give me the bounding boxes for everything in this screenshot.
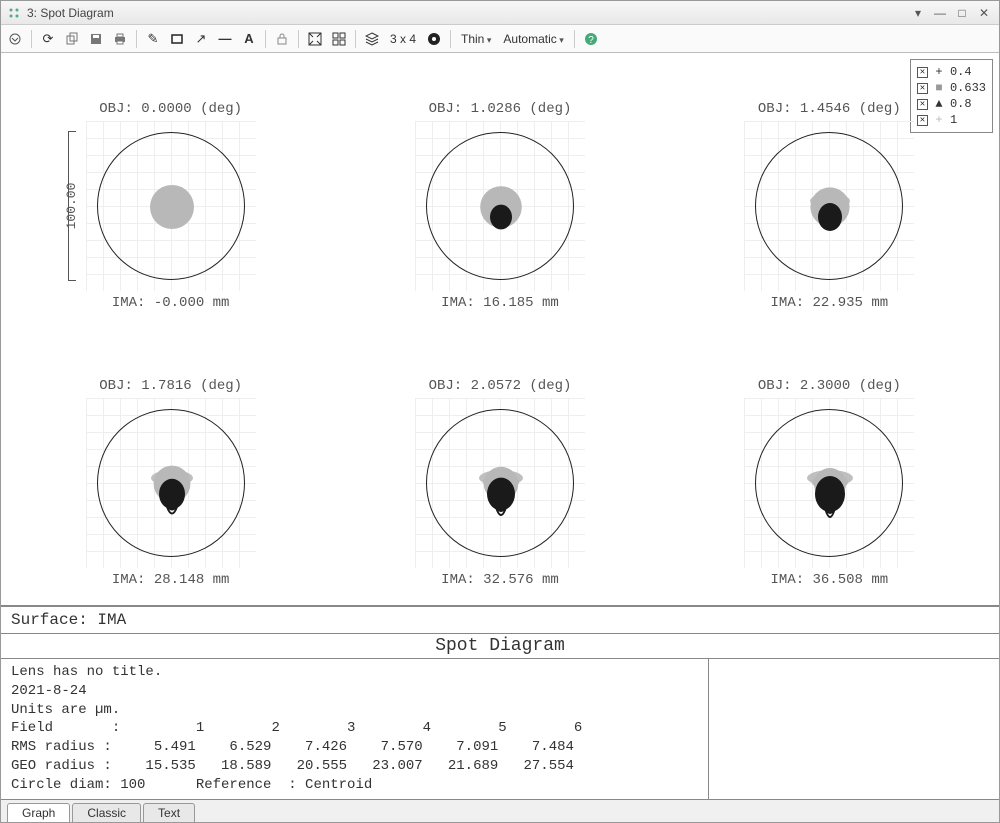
legend-symbol-plus: + — [934, 64, 944, 80]
legend-item[interactable]: ✕ + 0.4 — [917, 64, 986, 80]
legend-item[interactable]: ✕ ■ 0.633 — [917, 80, 986, 96]
minimize-button[interactable]: — — [931, 5, 949, 21]
tab-graph[interactable]: Graph — [7, 803, 70, 822]
toolbar: ⟳ ✎ ↗ — A 3 x 4 — [1, 25, 999, 53]
obj-label: OBJ: 1.7816 (deg) — [99, 378, 242, 394]
text-icon[interactable]: A — [239, 29, 259, 49]
grid-icon[interactable] — [329, 29, 349, 49]
airy-circle — [97, 409, 245, 557]
svg-text:?: ? — [588, 35, 594, 46]
spot-grid — [744, 398, 914, 568]
spot-grid — [86, 398, 256, 568]
stats: Lens has no title. 2021-8-24 Units are µ… — [1, 659, 999, 800]
help-icon[interactable]: ? — [581, 29, 601, 49]
obj-label: OBJ: 2.3000 (deg) — [758, 378, 901, 394]
titlebar: 3: Spot Diagram ▾ — □ ✕ — [1, 1, 999, 25]
airy-circle — [426, 132, 574, 280]
layers-icon[interactable] — [362, 29, 382, 49]
spot-grid — [415, 121, 585, 291]
spot-grid — [415, 398, 585, 568]
info-panel: Surface: IMA Spot Diagram Lens has no ti… — [1, 606, 999, 800]
spot-diagram-window: 3: Spot Diagram ▾ — □ ✕ ⟳ ✎ ↗ — A — [0, 0, 1000, 823]
airy-circle — [426, 409, 574, 557]
window-title: 3: Spot Diagram — [27, 6, 114, 20]
tabs: GraphClassicText — [1, 800, 999, 822]
refresh-icon[interactable]: ⟳ — [38, 29, 58, 49]
line-icon[interactable]: — — [215, 29, 235, 49]
legend-label: 0.633 — [950, 80, 986, 96]
target-icon[interactable] — [424, 29, 444, 49]
ima-label: IMA: 36.508 mm — [771, 572, 889, 588]
ima-label: IMA: 32.576 mm — [441, 572, 559, 588]
spot-grid — [744, 121, 914, 291]
grid-size-label[interactable]: 3 x 4 — [386, 32, 420, 46]
plot-content: ✕ + 0.4 ✕ ■ 0.633 ✕ ▲ 0.8 ✕ + 1 OBJ: — [1, 53, 999, 606]
legend-checkbox[interactable]: ✕ — [917, 83, 928, 94]
fit-icon[interactable] — [305, 29, 325, 49]
lock-icon[interactable] — [272, 29, 292, 49]
airy-circle — [755, 409, 903, 557]
dropdown-button[interactable]: ▾ — [909, 5, 927, 21]
obj-label: OBJ: 2.0572 (deg) — [429, 378, 572, 394]
stats-text: Lens has no title. 2021-8-24 Units are µ… — [1, 659, 709, 799]
tab-classic[interactable]: Classic — [72, 803, 141, 822]
ima-label: IMA: -0.000 mm — [112, 295, 230, 311]
thin-dropdown[interactable]: Thin — [457, 32, 495, 46]
ima-label: IMA: 22.935 mm — [771, 295, 889, 311]
save-icon[interactable] — [86, 29, 106, 49]
legend-symbol-square: ■ — [934, 80, 944, 96]
print-icon[interactable] — [110, 29, 130, 49]
spot-cell: OBJ: 1.4546 (deg) IMA: 22.935 mm — [680, 101, 979, 318]
legend-label: 0.4 — [950, 64, 972, 80]
automatic-dropdown[interactable]: Automatic — [499, 32, 567, 46]
spot-cell: OBJ: 2.3000 (deg) IMA: 36.508 mm — [680, 378, 979, 595]
spot-grid: 100.00 — [86, 121, 256, 291]
copy-icon[interactable] — [62, 29, 82, 49]
obj-label: OBJ: 1.4546 (deg) — [758, 101, 901, 117]
airy-circle — [755, 132, 903, 280]
ima-label: IMA: 16.185 mm — [441, 295, 559, 311]
close-button[interactable]: ✕ — [975, 5, 993, 21]
ima-label: IMA: 28.148 mm — [112, 572, 230, 588]
spot-cell: OBJ: 1.0286 (deg) IMA: 16.185 mm — [350, 101, 649, 318]
airy-circle — [97, 132, 245, 280]
surface-label: Surface: IMA — [1, 607, 999, 634]
obj-label: OBJ: 0.0000 (deg) — [99, 101, 242, 117]
legend-checkbox[interactable]: ✕ — [917, 67, 928, 78]
pencil-icon[interactable]: ✎ — [143, 29, 163, 49]
spot-cell: OBJ: 1.7816 (deg) IMA: 28.148 mm — [21, 378, 320, 595]
tab-text[interactable]: Text — [143, 803, 195, 822]
maximize-button[interactable]: □ — [953, 5, 971, 21]
obj-label: OBJ: 1.0286 (deg) — [429, 101, 572, 117]
window-icon — [7, 6, 21, 20]
rectangle-icon[interactable] — [167, 29, 187, 49]
scale-label: 100.00 — [64, 183, 79, 230]
diagram-title: Spot Diagram — [1, 634, 999, 659]
spot-cell: OBJ: 0.0000 (deg) 100.00 IMA: -0.000 mm — [21, 101, 320, 318]
settings-dropdown[interactable] — [5, 29, 25, 49]
spot-cell: OBJ: 2.0572 (deg) IMA: 32.576 mm — [350, 378, 649, 595]
arrow-icon[interactable]: ↗ — [191, 29, 211, 49]
stats-right — [709, 659, 999, 799]
plot-grid: OBJ: 0.0000 (deg) 100.00 IMA: -0.000 mm … — [21, 101, 979, 595]
